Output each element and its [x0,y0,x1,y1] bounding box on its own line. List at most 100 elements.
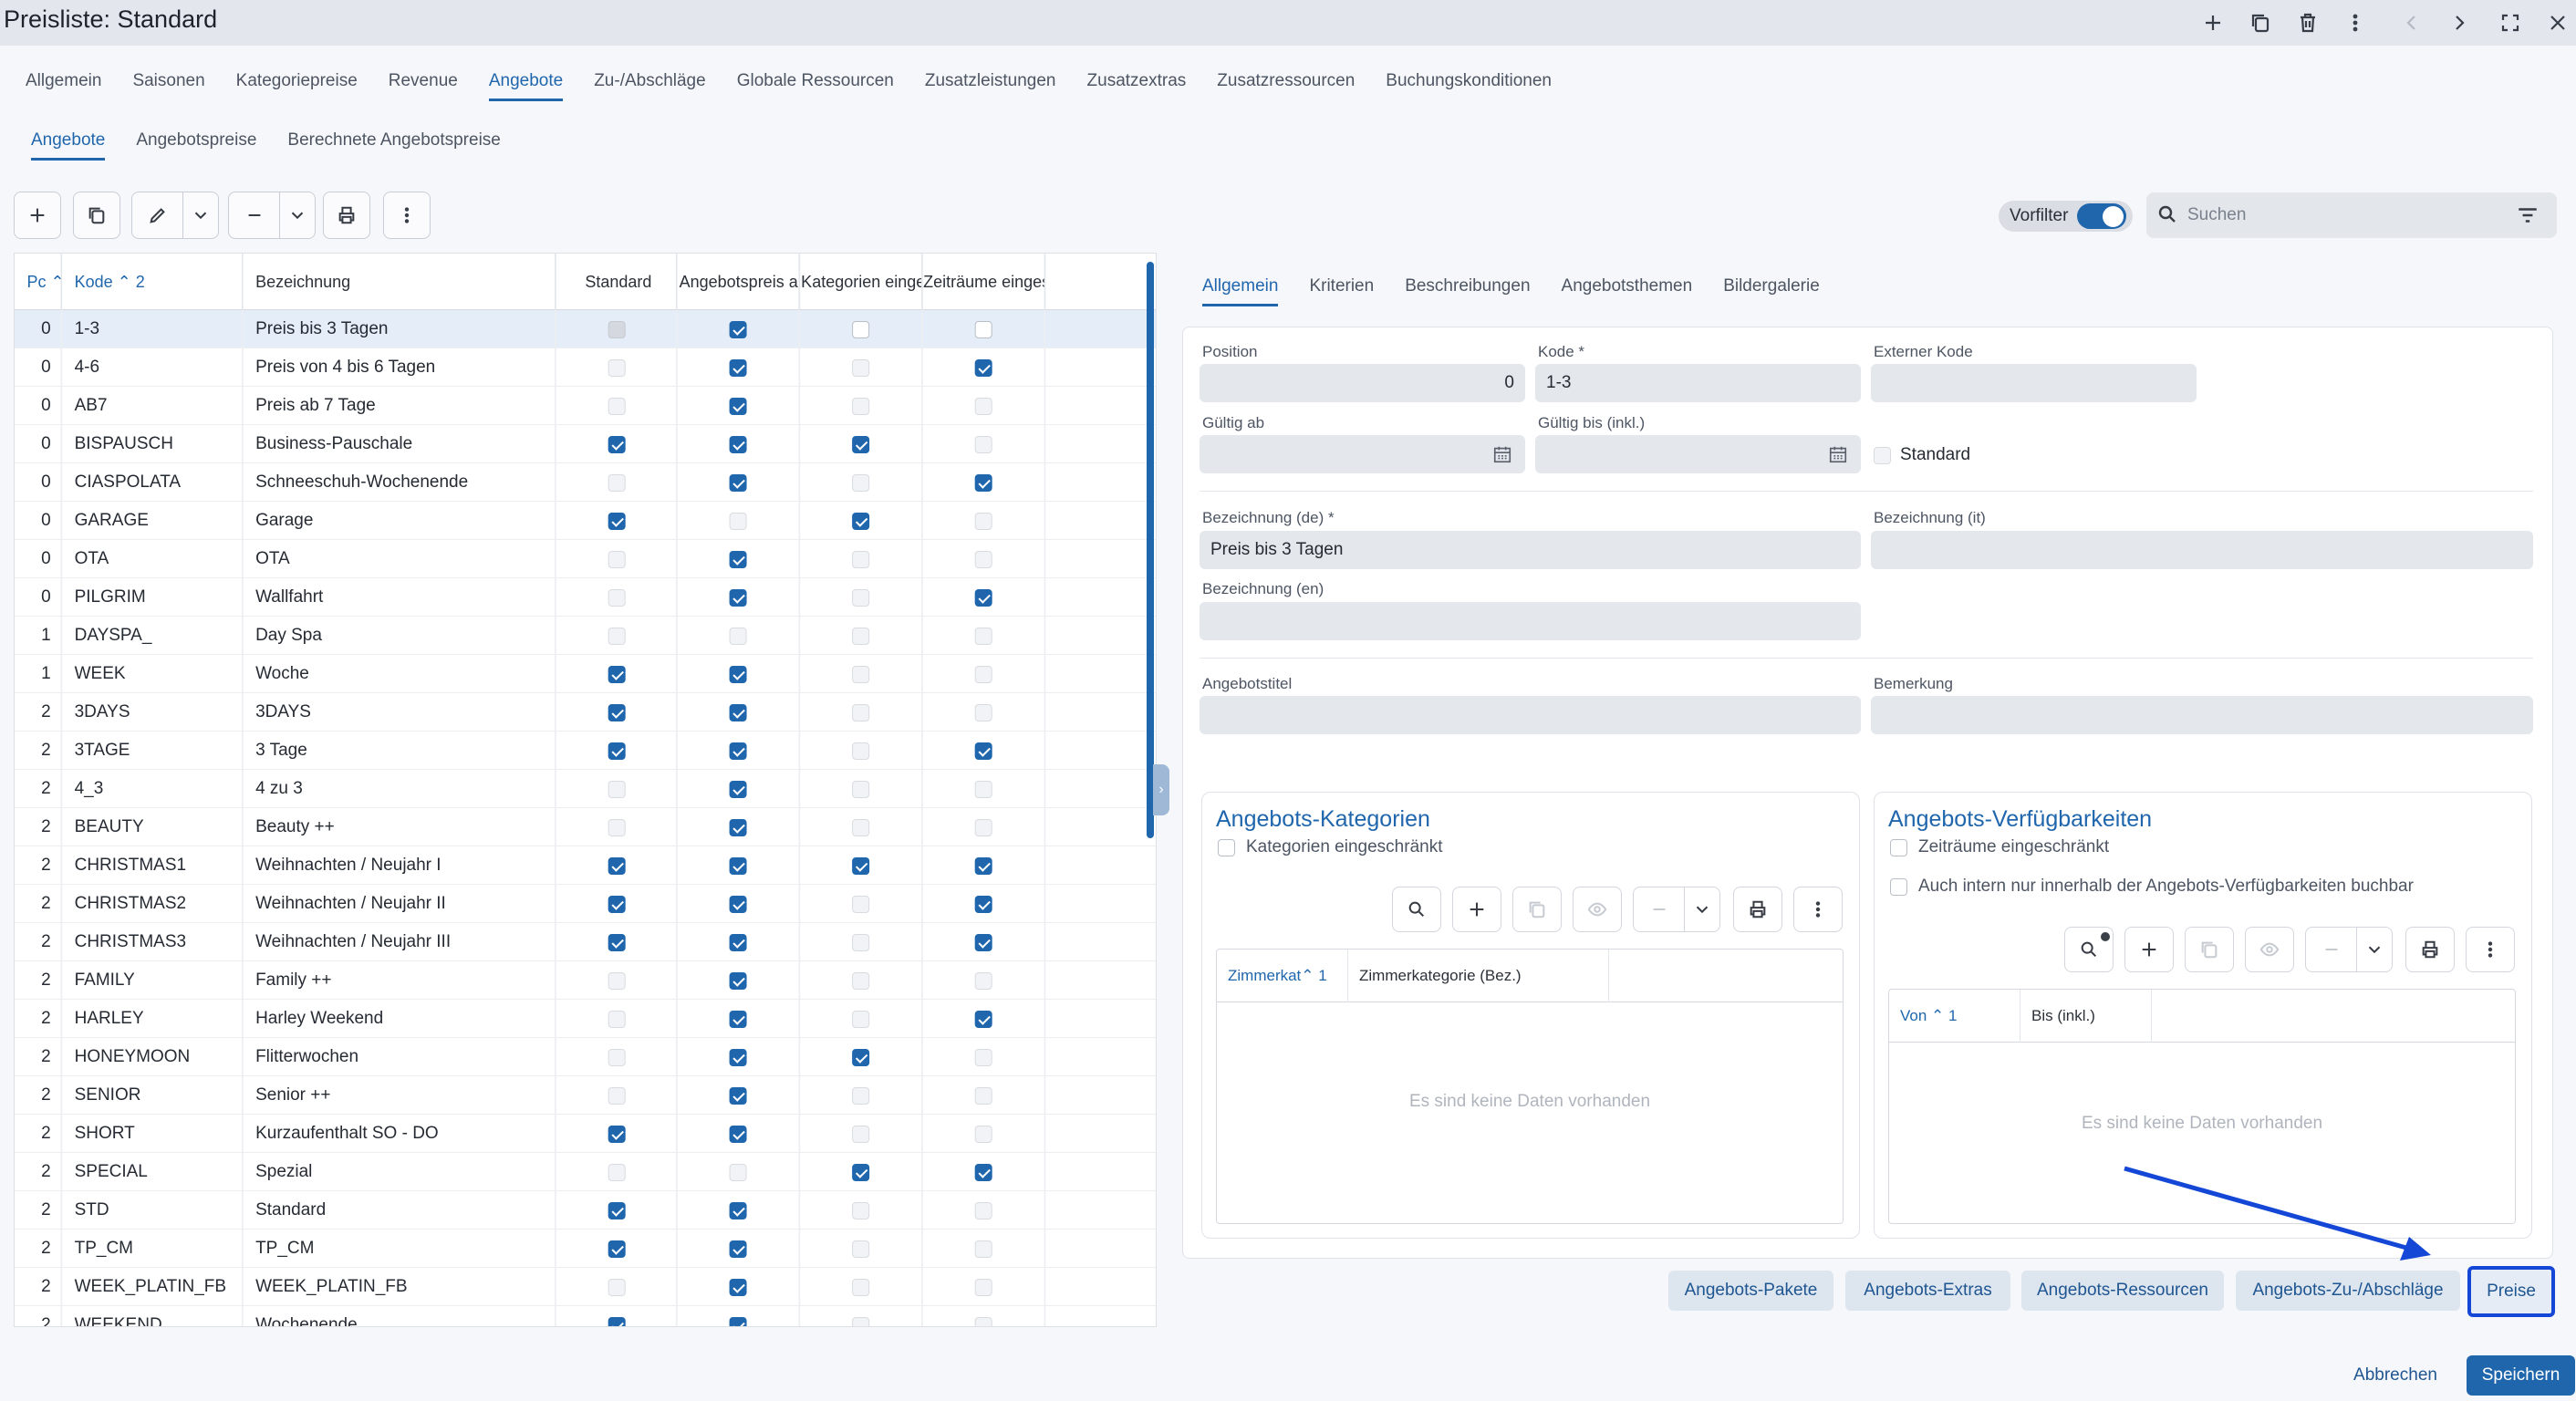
bez-en-field[interactable] [1200,602,1861,640]
cell-zeit[interactable] [923,1230,1046,1268]
more-vertical-button[interactable] [1793,887,1843,932]
checkbox[interactable] [852,1048,870,1066]
cell-kat[interactable] [800,463,923,502]
cell-std[interactable] [556,923,678,961]
angebots-zu-abschlaege-button[interactable]: Angebots-Zu-/Abschläge [2236,1271,2460,1311]
checkbox[interactable] [607,1240,625,1258]
detail-tab-angebotsthemen[interactable]: Angebotsthemen [1561,276,1693,296]
cell-std[interactable] [556,578,678,617]
cell-zeit[interactable] [923,1076,1046,1115]
checkbox[interactable] [607,780,625,798]
table-row[interactable]: 2 WEEK_PLATIN_FB WEEK_PLATIN_FB [15,1268,1156,1306]
checkbox[interactable] [852,1240,870,1258]
cell-kat[interactable] [800,1153,923,1191]
checkbox[interactable] [729,933,747,951]
checkbox[interactable] [729,818,747,836]
checkbox[interactable] [607,627,625,645]
checkbox[interactable] [974,971,992,990]
checkbox[interactable] [729,1201,747,1219]
column-header[interactable]: Kode ⌃ 2 [62,254,244,310]
cell-ap[interactable] [678,387,801,425]
checkbox[interactable] [974,895,992,913]
checkbox[interactable] [974,1316,992,1326]
table-row[interactable]: 2 FAMILY Family ++ [15,961,1156,1000]
cell-kat[interactable] [800,885,923,923]
checkbox[interactable] [852,703,870,721]
cell-ap[interactable] [678,885,801,923]
chevron-right-icon[interactable] [2439,4,2479,42]
cell-std[interactable] [556,961,678,1000]
cell-zeit[interactable] [923,540,1046,578]
cell-ap[interactable] [678,1000,801,1038]
checkbox[interactable] [729,665,747,683]
print-button[interactable] [1733,887,1782,932]
cell-kat[interactable] [800,923,923,961]
checkbox[interactable] [607,818,625,836]
detail-tab-beschreibungen[interactable]: Beschreibungen [1405,276,1531,296]
checkbox[interactable] [607,742,625,760]
cell-std[interactable] [556,1230,678,1268]
checkbox[interactable] [729,358,747,377]
cell-zeit[interactable] [923,693,1046,732]
cell-zeit[interactable] [923,655,1046,693]
table-row[interactable]: 2 CHRISTMAS2 Weihnachten / Neujahr II [15,885,1156,923]
print-button[interactable] [2405,927,2455,972]
cell-ap[interactable] [678,1153,801,1191]
add-button[interactable] [1452,887,1501,932]
tab-globale-ressourcen[interactable]: Globale Ressourcen [736,71,894,90]
cell-zeit[interactable] [923,425,1046,463]
kode-field[interactable]: 1-3 [1535,364,1861,402]
checkbox[interactable] [852,473,870,492]
position-field[interactable]: 0 [1200,364,1525,402]
gueltig-ab-field[interactable] [1200,435,1525,473]
cell-ap[interactable] [678,1191,801,1230]
chevron-down-icon[interactable] [183,192,218,238]
cell-std[interactable] [556,540,678,578]
cell-std[interactable] [556,1076,678,1115]
cell-kat[interactable] [800,693,923,732]
cell-kat[interactable] [800,732,923,770]
checkbox[interactable] [852,1086,870,1105]
checkbox[interactable] [729,1048,747,1066]
cell-zeit[interactable] [923,1115,1046,1153]
minus-icon[interactable] [1634,887,1685,931]
checkbox[interactable] [729,895,747,913]
cell-kat[interactable] [800,1076,923,1115]
checkbox[interactable] [974,703,992,721]
checkbox[interactable] [729,1086,747,1105]
angebots-ressourcen-button[interactable]: Angebots-Ressourcen [2021,1271,2224,1311]
grid-scrollbar[interactable] [1147,262,1154,838]
checkbox[interactable] [974,780,992,798]
checkbox[interactable] [974,1278,992,1296]
minus-icon[interactable] [2306,928,2357,971]
checkbox[interactable] [852,1316,870,1326]
subtab-angebote[interactable]: Angebote [31,130,106,161]
checkbox[interactable] [607,971,625,990]
checkbox[interactable] [852,435,870,453]
cell-zeit[interactable] [923,617,1046,655]
checkbox[interactable] [729,1316,747,1326]
cell-ap[interactable] [678,310,801,348]
checkbox[interactable] [974,358,992,377]
checkbox[interactable] [729,1278,747,1296]
detail-tab-bildergalerie[interactable]: Bildergalerie [1723,276,1820,296]
checkbox[interactable] [852,742,870,760]
cell-ap[interactable] [678,463,801,502]
checkbox[interactable] [974,1048,992,1066]
cell-zeit[interactable] [923,578,1046,617]
zeitraeume-checkbox[interactable] [1890,839,1907,856]
cell-zeit[interactable] [923,961,1046,1000]
column-header[interactable]: Pc ⌃ 1 [15,254,63,310]
trash-icon[interactable] [2288,4,2328,42]
checkbox[interactable] [607,933,625,951]
checkbox[interactable] [607,895,625,913]
cell-ap[interactable] [678,770,801,808]
checkbox[interactable] [974,588,992,607]
checkbox[interactable] [852,1278,870,1296]
cell-ap[interactable] [678,502,801,540]
checkbox[interactable] [852,895,870,913]
cell-zeit[interactable] [923,387,1046,425]
cell-kat[interactable] [800,578,923,617]
checkbox[interactable] [852,358,870,377]
cell-zeit[interactable] [923,846,1046,885]
